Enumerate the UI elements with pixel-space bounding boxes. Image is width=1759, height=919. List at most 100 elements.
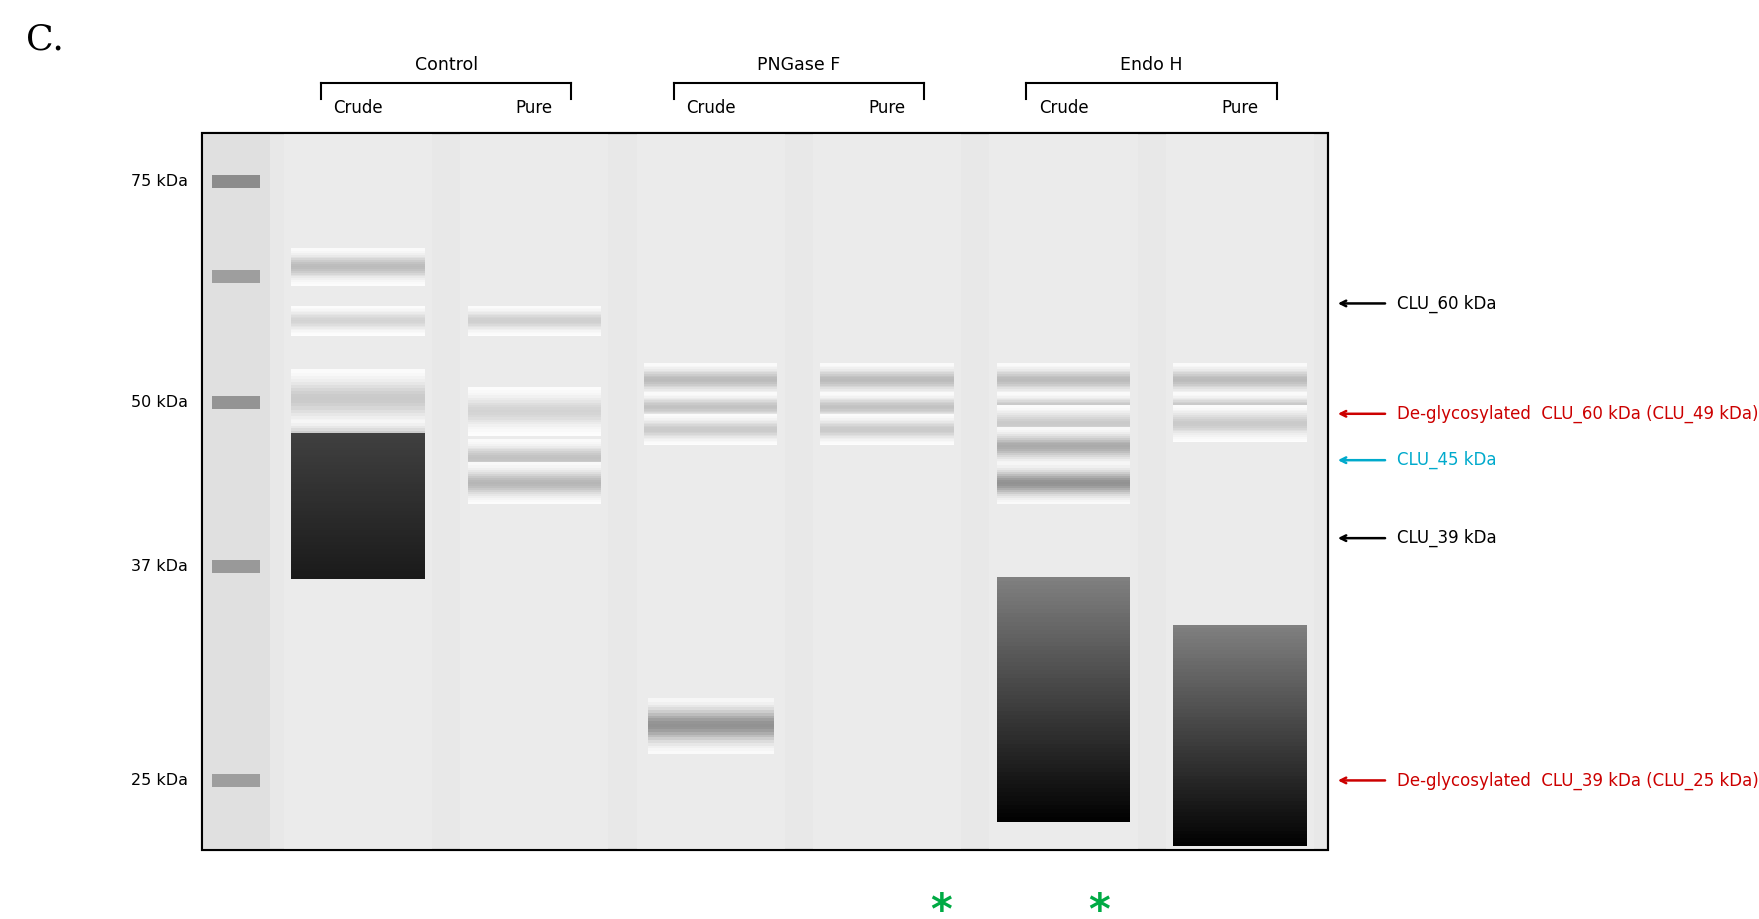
Bar bbox=[468, 387, 602, 391]
Bar bbox=[644, 415, 777, 418]
Bar bbox=[468, 399, 602, 403]
Bar bbox=[468, 452, 602, 455]
Bar bbox=[1173, 426, 1307, 429]
Bar bbox=[292, 542, 424, 546]
Bar bbox=[997, 440, 1131, 444]
Bar bbox=[292, 513, 424, 516]
Bar bbox=[997, 413, 1131, 415]
Bar bbox=[292, 248, 424, 251]
Bar bbox=[1038, 678, 1089, 681]
Bar bbox=[292, 446, 424, 449]
Bar bbox=[644, 393, 777, 396]
Bar bbox=[1173, 801, 1307, 806]
Bar bbox=[997, 398, 1131, 401]
Bar bbox=[292, 523, 424, 526]
Bar bbox=[644, 418, 777, 421]
Bar bbox=[1038, 667, 1089, 670]
Bar bbox=[997, 395, 1131, 397]
Bar bbox=[820, 388, 953, 391]
Bar bbox=[292, 475, 424, 478]
Bar bbox=[1038, 671, 1089, 674]
Bar bbox=[1173, 371, 1307, 374]
Bar bbox=[647, 744, 774, 748]
Bar bbox=[292, 274, 424, 277]
Text: PNGase F: PNGase F bbox=[758, 55, 841, 74]
Bar bbox=[997, 385, 1131, 387]
Bar bbox=[292, 491, 424, 494]
Bar bbox=[292, 504, 424, 506]
Bar bbox=[644, 423, 777, 425]
Bar bbox=[1173, 393, 1307, 396]
Bar bbox=[468, 397, 602, 400]
Bar bbox=[292, 517, 424, 520]
Bar bbox=[1173, 669, 1307, 674]
Bar bbox=[468, 497, 602, 500]
Bar bbox=[292, 414, 424, 419]
Bar bbox=[1173, 420, 1307, 423]
Bar bbox=[820, 410, 953, 412]
Bar bbox=[997, 479, 1131, 482]
Bar bbox=[820, 422, 953, 424]
Bar bbox=[292, 524, 424, 527]
Bar bbox=[292, 440, 424, 444]
Bar bbox=[997, 703, 1131, 708]
Bar bbox=[292, 250, 424, 253]
Bar bbox=[820, 385, 953, 387]
Bar bbox=[644, 371, 777, 374]
Bar bbox=[644, 369, 777, 372]
Bar bbox=[997, 458, 1131, 460]
Text: *: * bbox=[931, 891, 952, 919]
Bar bbox=[820, 395, 953, 398]
Bar bbox=[468, 502, 602, 505]
Bar bbox=[292, 458, 424, 460]
Bar bbox=[292, 462, 424, 465]
Bar bbox=[644, 393, 777, 396]
Text: CLU_45 kDa: CLU_45 kDa bbox=[1397, 451, 1497, 470]
Bar bbox=[1173, 787, 1307, 791]
Bar bbox=[1034, 624, 1092, 627]
Bar bbox=[1173, 779, 1307, 784]
Bar bbox=[820, 377, 953, 379]
Bar bbox=[1038, 662, 1089, 664]
Bar bbox=[997, 424, 1131, 426]
Bar bbox=[1173, 654, 1307, 659]
Bar bbox=[292, 489, 424, 493]
Bar bbox=[997, 418, 1131, 421]
Bar bbox=[997, 675, 1131, 679]
Bar bbox=[820, 390, 953, 392]
Bar bbox=[292, 255, 424, 258]
Bar bbox=[1173, 684, 1307, 688]
Bar bbox=[468, 441, 602, 444]
Text: De-glycosylated  CLU_60 kDa (CLU_49 kDa): De-glycosylated CLU_60 kDa (CLU_49 kDa) bbox=[1397, 404, 1759, 423]
Bar bbox=[997, 727, 1131, 732]
Bar bbox=[292, 329, 424, 332]
Bar bbox=[647, 747, 774, 751]
Bar bbox=[1173, 397, 1307, 399]
Bar bbox=[468, 445, 602, 448]
Bar bbox=[292, 498, 424, 501]
Bar bbox=[820, 386, 953, 389]
Bar bbox=[292, 448, 424, 451]
Bar bbox=[644, 438, 777, 441]
Bar bbox=[1173, 757, 1307, 762]
Bar bbox=[997, 584, 1131, 590]
Bar bbox=[292, 545, 424, 548]
Bar bbox=[468, 460, 602, 463]
Text: Endo H: Endo H bbox=[1120, 55, 1182, 74]
Bar bbox=[292, 396, 424, 401]
Bar bbox=[997, 405, 1131, 408]
Bar bbox=[997, 438, 1131, 441]
Bar bbox=[647, 698, 774, 702]
Bar bbox=[644, 434, 777, 437]
Bar bbox=[292, 538, 424, 540]
Bar bbox=[468, 328, 602, 330]
Bar bbox=[997, 371, 1131, 374]
Bar bbox=[997, 743, 1131, 749]
Bar bbox=[1038, 665, 1089, 668]
Bar bbox=[292, 494, 424, 497]
Bar bbox=[647, 704, 774, 708]
Bar bbox=[644, 427, 777, 430]
Bar bbox=[644, 440, 777, 442]
Bar bbox=[1173, 388, 1307, 391]
Bar bbox=[997, 666, 1131, 671]
